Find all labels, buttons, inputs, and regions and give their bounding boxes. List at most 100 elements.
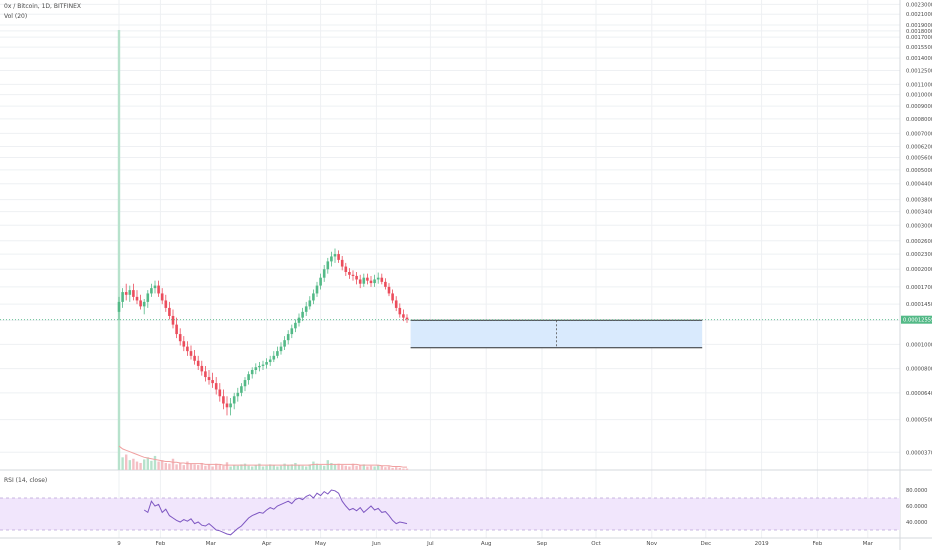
candle-body: [258, 365, 261, 368]
candle: [261, 360, 265, 370]
y-tick-label: 0.00023000: [906, 252, 932, 258]
y-tick-label: 0.00125000: [906, 68, 932, 74]
volume-bars: [117, 30, 409, 470]
candle-body: [322, 269, 326, 278]
volume-bar: [395, 467, 398, 470]
x-tick-label: Mar: [863, 541, 874, 547]
volume-bar: [344, 465, 347, 470]
candle-body: [168, 307, 171, 316]
candle-body: [301, 311, 304, 318]
y-tick-label: 0.00050000: [906, 168, 932, 174]
volume-bar: [175, 464, 178, 470]
candle-body: [315, 285, 319, 294]
candle-body: [387, 286, 391, 294]
candle: [135, 290, 139, 305]
rsi-band: [0, 498, 900, 530]
volume-bar: [319, 465, 322, 470]
volume-bar: [200, 462, 203, 470]
current-price-tag-label: 0.00012559: [903, 318, 932, 324]
volume-bar: [315, 463, 319, 470]
candle-body: [225, 403, 229, 408]
y-tick-label: 0.00010000: [906, 342, 932, 348]
volume-bar: [355, 465, 358, 470]
y-tick-label: 0.00080000: [906, 117, 932, 123]
x-tick-label: Feb: [813, 541, 823, 547]
volume-moving-average: [118, 445, 407, 468]
candle: [222, 389, 225, 410]
volume-bar: [143, 459, 146, 470]
candle-body: [175, 324, 178, 335]
candle: [142, 299, 146, 315]
price-range-projection[interactable]: [0, 319, 900, 349]
volume-bar: [229, 466, 232, 470]
candle: [175, 317, 178, 339]
candle-body: [117, 301, 121, 312]
candle-body: [265, 362, 268, 365]
volume-bar: [301, 465, 304, 470]
y-tick-label: 0.00017000: [906, 285, 932, 291]
y-tick-label: 0.00008000: [906, 367, 932, 373]
candle: [276, 346, 279, 359]
candle: [355, 271, 358, 285]
y-tick-label: 0.00210000: [906, 12, 932, 18]
volume-bar: [197, 465, 200, 470]
y-tick-label: 0.00030000: [906, 223, 932, 229]
x-tick-label: 2019: [755, 541, 769, 547]
volume-bar: [211, 466, 214, 470]
volume-bar: [207, 464, 211, 470]
candle-body: [232, 396, 236, 404]
candle: [254, 363, 258, 375]
candle-body: [135, 296, 139, 301]
candle: [358, 274, 362, 289]
candle: [405, 314, 409, 323]
candle: [312, 289, 315, 305]
volume-bar: [269, 464, 272, 470]
candle-body: [384, 281, 387, 287]
candle-body: [211, 380, 214, 384]
candle-body: [297, 317, 301, 323]
candle: [157, 280, 160, 297]
volume-bar: [258, 463, 261, 470]
candle: [297, 313, 301, 327]
y-tick-label: 0.00005000: [906, 418, 932, 424]
y-tick-label: 0.00034000: [906, 210, 932, 216]
candle: [243, 377, 247, 392]
y-tick-label: 0.00180000: [906, 29, 932, 35]
candle: [225, 396, 229, 416]
volume-bar: [161, 460, 164, 470]
candle: [268, 355, 272, 366]
x-tick-label: Feb: [156, 541, 166, 547]
candle: [160, 288, 164, 305]
candle: [308, 296, 312, 310]
candle: [150, 283, 153, 297]
volume-bar: [168, 463, 171, 470]
candle: [348, 268, 351, 279]
candle-body: [290, 328, 294, 335]
volume-bar: [222, 465, 225, 470]
candle-body: [380, 277, 384, 282]
candle-body: [240, 386, 243, 393]
candle-body: [171, 315, 175, 325]
rsi-indicator-label: RSI (14, close): [4, 477, 48, 484]
candle-body: [214, 383, 218, 390]
candle-body: [369, 280, 373, 284]
candle-body: [286, 334, 290, 341]
volume-ma-line: [118, 445, 407, 468]
candle: [344, 262, 348, 276]
candle: [398, 303, 402, 318]
candle: [117, 296, 121, 321]
candle-body: [132, 290, 135, 297]
candle-body: [178, 334, 182, 342]
volume-bar: [215, 463, 218, 470]
volume-bar: [297, 465, 301, 470]
volume-bar: [305, 466, 308, 470]
candle-body: [182, 341, 186, 347]
volume-bar: [236, 465, 239, 470]
y-tick-label: 0.00090000: [906, 104, 932, 110]
volume-bar: [330, 462, 333, 470]
volume-bar: [225, 462, 229, 470]
volume-bar: [373, 466, 376, 470]
